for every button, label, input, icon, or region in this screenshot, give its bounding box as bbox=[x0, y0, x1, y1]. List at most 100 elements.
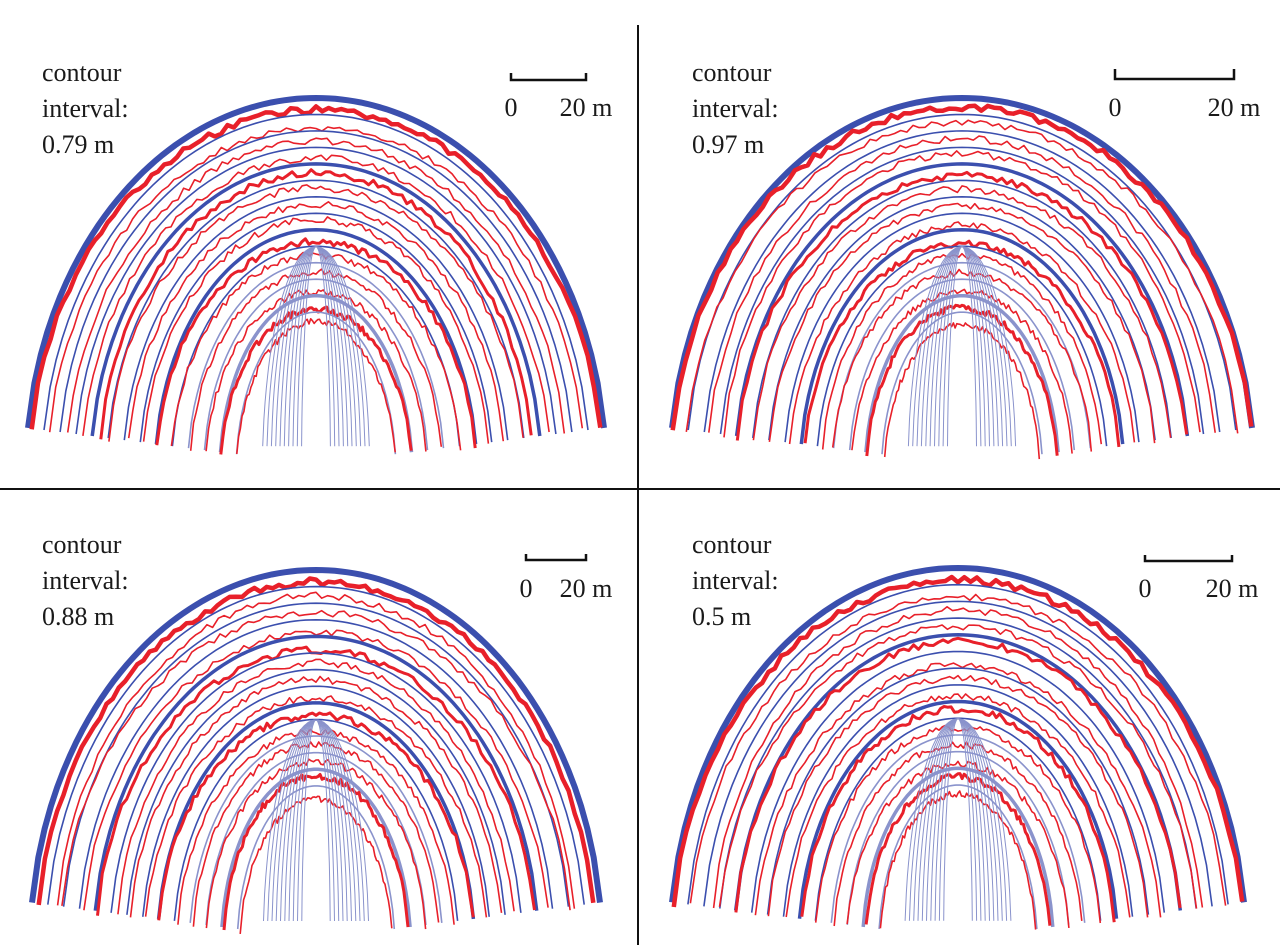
contour-interval-value: 0.88 m bbox=[42, 602, 114, 631]
panel-top-left: contour interval: 0.79 m 0 20 m bbox=[25, 58, 612, 455]
measured-contour-line bbox=[239, 795, 393, 934]
measured-contour-line bbox=[814, 724, 1102, 924]
model-contour-line bbox=[218, 293, 414, 453]
measured-contour-line bbox=[767, 674, 1149, 918]
measured-contour-line bbox=[177, 728, 455, 925]
contour-lines bbox=[669, 94, 1255, 460]
model-contour-line bbox=[93, 634, 539, 911]
measured-contour-line bbox=[685, 119, 1239, 434]
model-contour-line bbox=[75, 146, 557, 435]
measured-contour-line bbox=[36, 576, 596, 906]
model-contour-line bbox=[173, 718, 459, 921]
measured-contour-line bbox=[803, 239, 1121, 448]
measured-contour-line bbox=[788, 221, 1136, 445]
model-contour-line bbox=[750, 650, 1166, 913]
model-contour-inner-line bbox=[917, 718, 999, 921]
measured-contour-line bbox=[144, 695, 488, 918]
measured-contour-line bbox=[61, 609, 571, 911]
model-contour-inner-line bbox=[908, 718, 1008, 921]
measured-contour-line bbox=[142, 216, 490, 444]
contour-interval-label-line-1: contour bbox=[42, 58, 122, 87]
scale-bar-line bbox=[1113, 69, 1236, 81]
model-contour-line bbox=[154, 228, 478, 445]
scale-bar: 0 20 m bbox=[520, 554, 613, 603]
contour-interval-value: 0.5 m bbox=[692, 602, 751, 631]
model-contour-line bbox=[171, 245, 461, 447]
model-contour-line bbox=[799, 228, 1125, 445]
model-contour-line bbox=[864, 293, 1060, 453]
model-contour-line bbox=[687, 113, 1237, 431]
contour-interval-value: 0.79 m bbox=[42, 130, 114, 159]
measured-contour-line bbox=[735, 170, 1189, 441]
model-contour-line bbox=[205, 751, 427, 926]
model-contour-line bbox=[47, 585, 585, 905]
model-contour-inner-line bbox=[904, 718, 1012, 921]
model-contour-line bbox=[220, 767, 412, 928]
model-contour-line bbox=[719, 146, 1205, 435]
contour-interval-label-line-2: interval: bbox=[42, 566, 129, 595]
measured-contour-line bbox=[670, 103, 1254, 431]
contour-lines bbox=[29, 566, 603, 934]
model-contour-line bbox=[784, 212, 1140, 443]
measured-contour-line bbox=[785, 693, 1131, 918]
panel-bottom-right: contour interval: 0.5 m 0 20 m bbox=[669, 530, 1259, 930]
measured-contour-line bbox=[48, 126, 584, 433]
model-contour-line bbox=[25, 94, 607, 429]
measured-contour-line bbox=[189, 268, 443, 451]
measured-contour-line bbox=[846, 760, 1070, 928]
measured-contour-line bbox=[718, 624, 1198, 909]
measured-contour-line bbox=[752, 185, 1172, 441]
model-contour-inner-line bbox=[280, 719, 352, 922]
model-contour-inner-line bbox=[296, 246, 336, 447]
model-contour-line bbox=[126, 668, 506, 915]
scale-bar-end-label: 20 m bbox=[1206, 574, 1259, 603]
model-contour-line bbox=[878, 784, 1038, 929]
measured-contour-line bbox=[192, 741, 440, 927]
measured-contour-line bbox=[82, 154, 550, 437]
scale-bar: 0 20 m bbox=[505, 73, 612, 122]
measured-contour-line bbox=[170, 251, 462, 451]
scale-bar-end-label: 20 m bbox=[560, 574, 613, 603]
scale-bar: 0 20 m bbox=[1109, 69, 1261, 122]
model-contour-line bbox=[156, 701, 476, 920]
model-contour-inner-line bbox=[301, 719, 331, 922]
contour-interval-label-line-2: interval: bbox=[692, 94, 779, 123]
model-contour-line bbox=[189, 735, 443, 923]
model-contour-line bbox=[235, 311, 397, 455]
measured-contour-line bbox=[833, 741, 1083, 927]
model-contour-line bbox=[861, 766, 1055, 928]
model-contour-line bbox=[59, 130, 573, 433]
model-contour-line bbox=[797, 699, 1119, 919]
model-contour-line bbox=[62, 602, 570, 907]
measured-contour-line bbox=[671, 574, 1245, 908]
measured-contour-line bbox=[800, 705, 1116, 923]
measured-contour-line bbox=[108, 184, 524, 442]
model-contour-line bbox=[236, 785, 396, 930]
scale-bar-end-label: 20 m bbox=[1208, 93, 1261, 122]
model-contour-line bbox=[719, 617, 1197, 909]
model-contour-inner-line bbox=[947, 246, 977, 447]
model-contour-line bbox=[187, 261, 445, 449]
measured-contour-line bbox=[205, 758, 427, 930]
measured-contour-line bbox=[723, 150, 1201, 438]
contour-interval-label-line-1: contour bbox=[42, 530, 122, 559]
measured-contour-line bbox=[754, 662, 1162, 918]
measured-contour-line bbox=[879, 790, 1037, 930]
model-contour-line bbox=[703, 600, 1213, 907]
model-contour-line bbox=[848, 278, 1076, 451]
measured-contour-line bbox=[157, 711, 475, 921]
model-contour-line bbox=[830, 734, 1086, 923]
scale-bar-line bbox=[524, 554, 588, 562]
measured-contour-line bbox=[222, 773, 410, 931]
model-contour-line bbox=[107, 179, 525, 439]
measured-contour-line bbox=[712, 606, 1204, 909]
model-contour-line bbox=[123, 195, 509, 441]
measured-contour-line bbox=[768, 202, 1156, 444]
contour-interval-label-line-1: contour bbox=[692, 58, 772, 87]
panel-top-right: contour interval: 0.97 m 0 20 m bbox=[669, 58, 1261, 460]
scale-bar: 0 20 m bbox=[1139, 555, 1259, 603]
measured-contour-line bbox=[883, 322, 1041, 460]
measured-contour-line bbox=[66, 137, 566, 434]
scale-bar-start-label: 0 bbox=[520, 574, 533, 603]
measured-contour-line bbox=[821, 252, 1103, 450]
